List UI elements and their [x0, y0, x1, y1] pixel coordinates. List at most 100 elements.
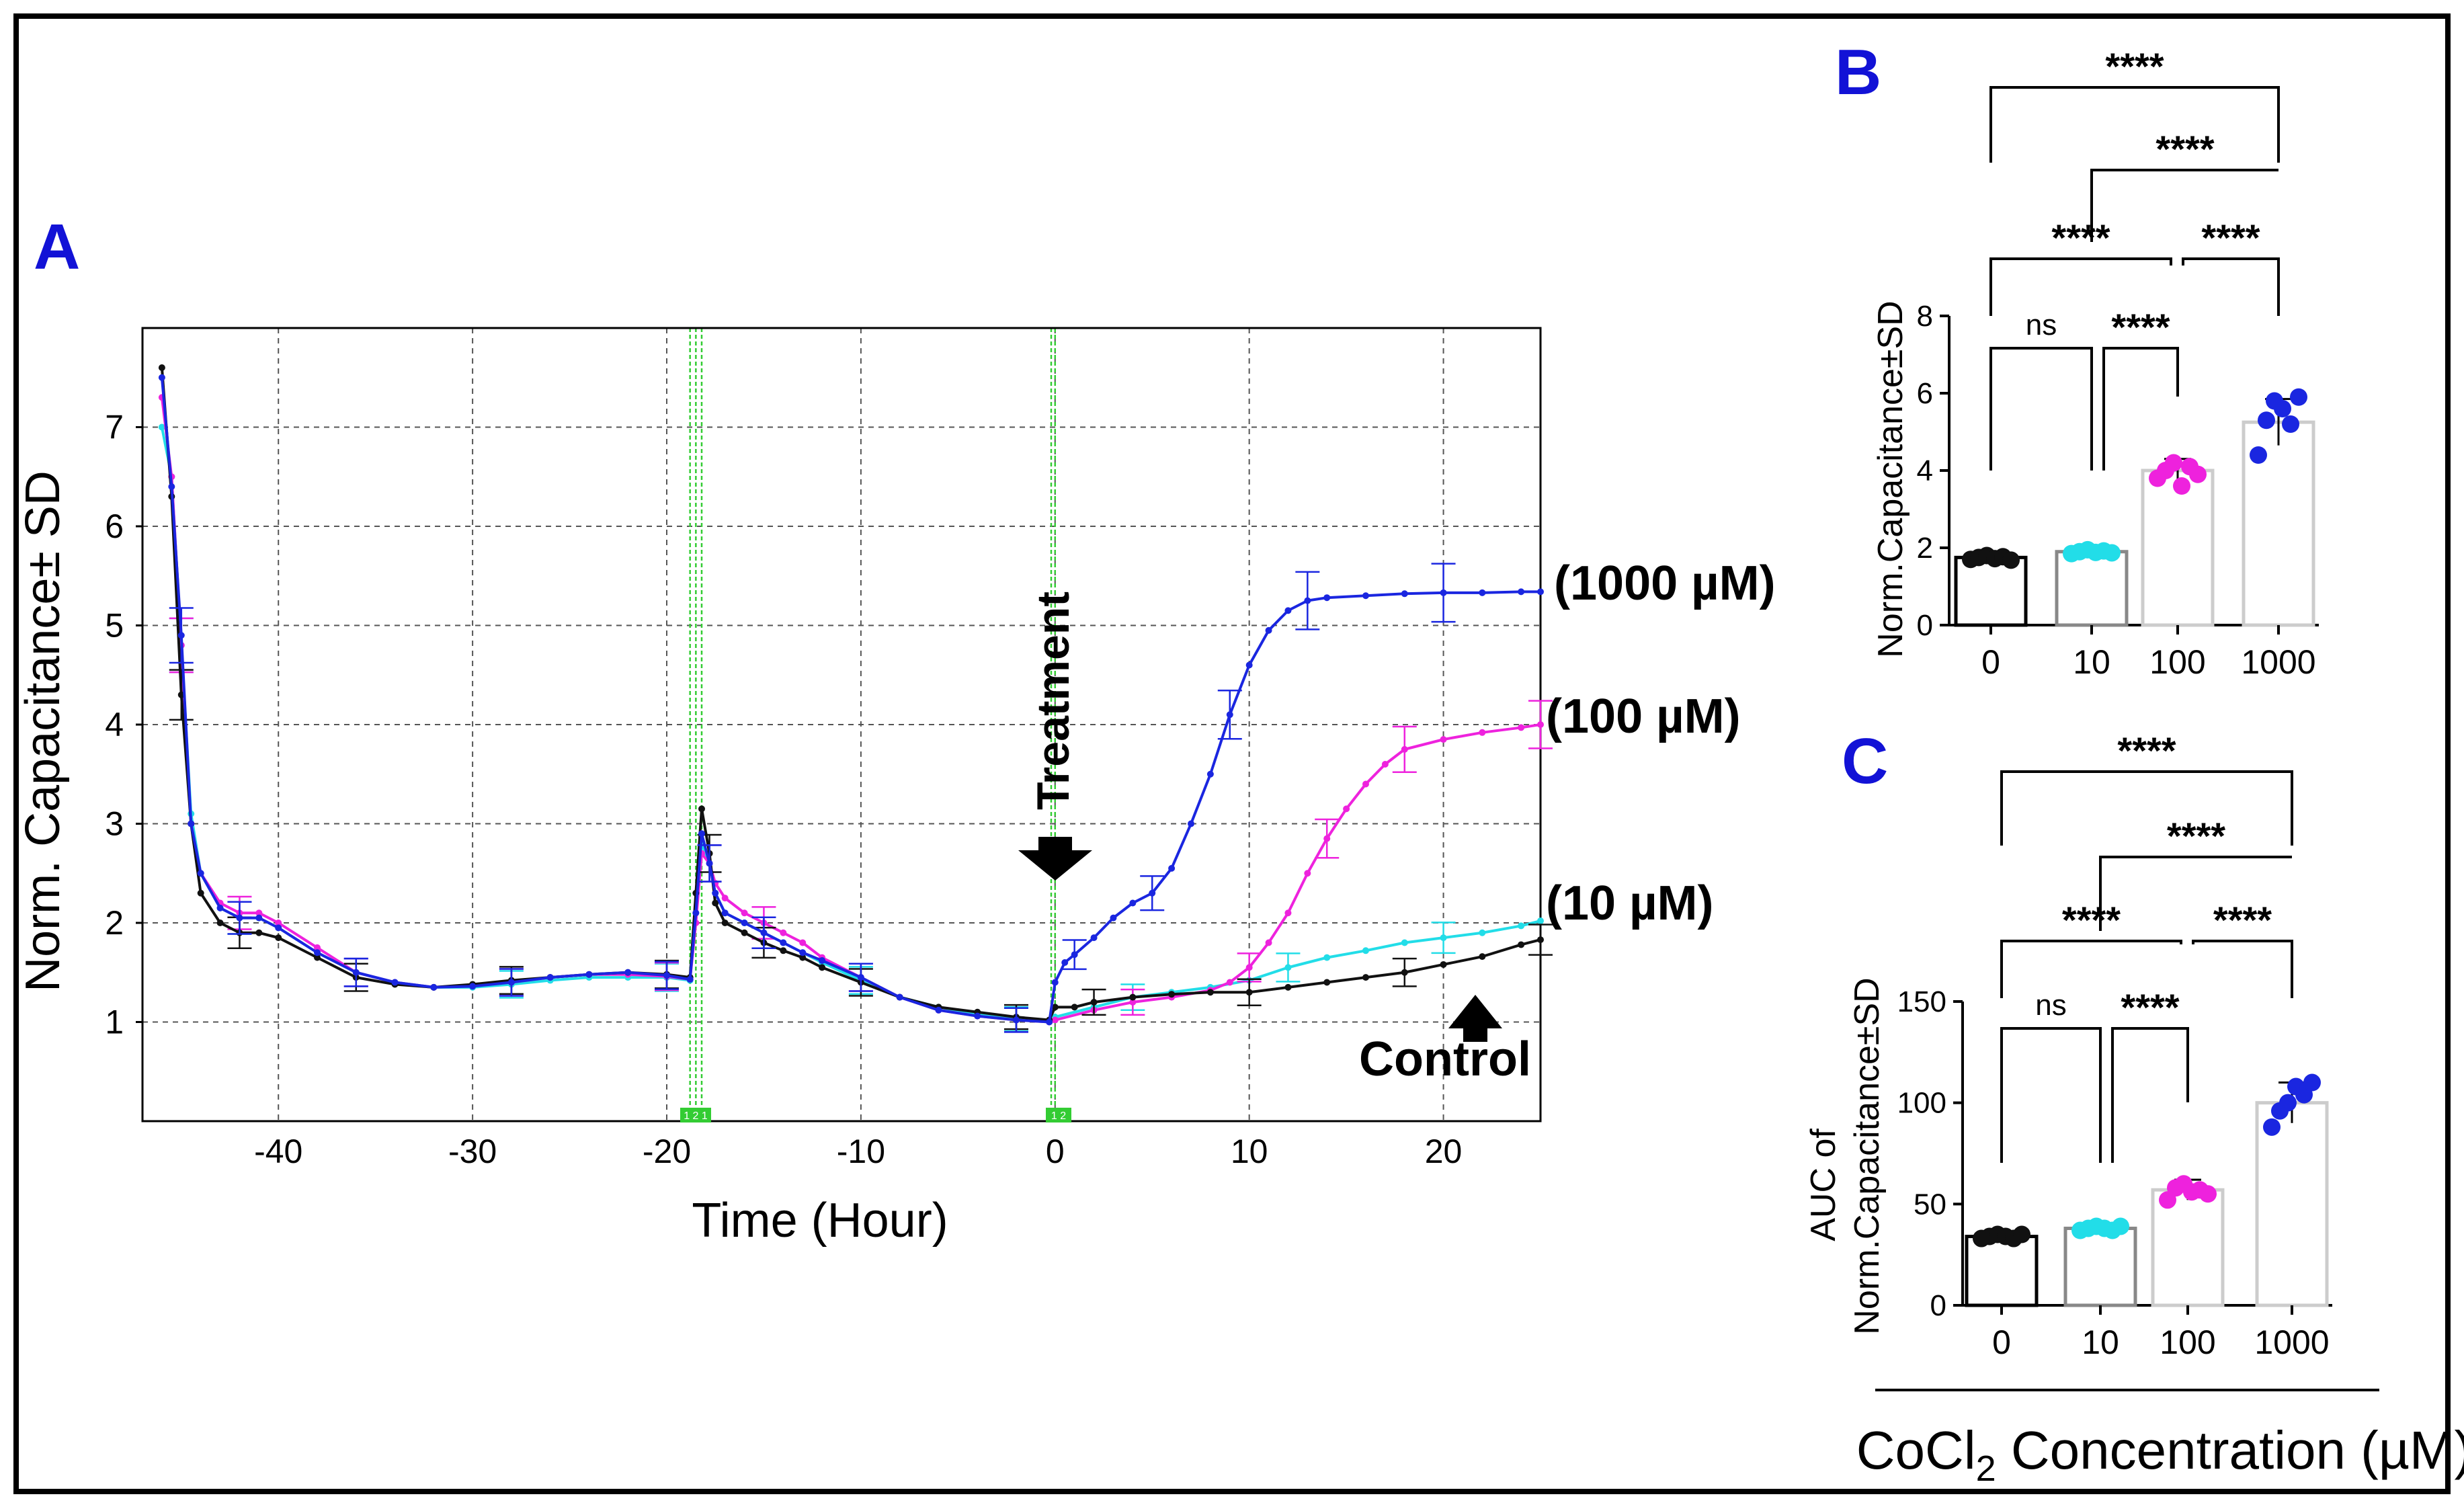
sig-label: **** [2062, 899, 2121, 941]
bar-x-tick-label: 0 [1992, 1323, 2011, 1361]
x-tick-label: -30 [448, 1133, 497, 1170]
series-point-control [1206, 989, 1214, 996]
label-1000uM: (1000 µM) [1554, 557, 1776, 610]
series-point-c1000 [1061, 959, 1069, 966]
series-point-c1000 [935, 1006, 942, 1014]
series-point-c1000 [1265, 626, 1272, 634]
sig-bracket [2099, 856, 2292, 931]
sig-bracket [1989, 257, 2172, 316]
series-point-control [1051, 1004, 1059, 1011]
x-tick-label: -40 [254, 1133, 302, 1170]
bar-point-1000 [2279, 1094, 2297, 1112]
series-point-control [1129, 993, 1137, 1001]
event-marker-1-text: 1 2 1 [684, 1110, 708, 1122]
series-point-c100 [1051, 1016, 1059, 1024]
panel-a-label: A [34, 211, 80, 283]
series-point-control [712, 899, 719, 907]
series-point-c1000 [188, 820, 195, 827]
panel-b-y-axis-title: Norm.Capacitance±SD [1871, 300, 1910, 657]
series-point-c100 [255, 909, 263, 917]
figure-frame [13, 13, 2451, 1494]
sig-label: **** [2213, 899, 2272, 941]
y-tick-label: 3 [105, 805, 124, 843]
event-marker-1: 1 2 1 [680, 1108, 711, 1122]
series-point-c100 [1440, 736, 1447, 743]
bar-point-1000 [2258, 411, 2275, 430]
series-point-c100 [1362, 780, 1369, 788]
panel-c-chart: 0 50 100 150 0 10 100 1000 **** **** **** **** ns ***… [1897, 729, 2332, 1361]
panel-a-x-axis-title: Time (Hour) [692, 1194, 948, 1248]
bar-point-100 [2165, 454, 2182, 472]
series-point-c100 [1284, 909, 1292, 917]
control-label: Control [1359, 1032, 1531, 1086]
sig-label: **** [2111, 306, 2170, 348]
bar-y-tick-label: 4 [1917, 454, 1933, 487]
shared-x-axis-title: CoCl2 Concentration (µM) [1856, 1420, 2464, 1489]
bar-10 [2055, 550, 2129, 627]
series-point-control [158, 364, 165, 371]
event-marker-2-text: 1 2 [1051, 1110, 1066, 1122]
series-point-c1000 [721, 909, 729, 917]
bar-0 [1965, 1235, 2039, 1307]
control-arrow [1448, 995, 1502, 1042]
series-point-c1000 [1323, 594, 1331, 602]
x-tick-label: 10 [1231, 1133, 1268, 1170]
series-point-c1000 [546, 974, 554, 981]
bar-x-tick-label: 0 [1981, 643, 2000, 681]
series-point-c100 [314, 944, 321, 951]
panel-a-grid [142, 328, 1541, 1121]
sig-label: **** [2155, 128, 2214, 170]
x-title-suffix: Concentration (µM) [1996, 1420, 2464, 1480]
y-tick-label: 7 [105, 409, 124, 446]
series-point-control [1168, 991, 1176, 998]
y-tick-label: 1 [105, 1004, 124, 1041]
series-point-c100 [721, 895, 729, 902]
bar-point-1000 [2274, 400, 2291, 417]
series-point-c100 [1304, 870, 1311, 877]
series-point-control [197, 889, 204, 897]
series-point-c1000 [974, 1012, 981, 1020]
y-tick-label: 4 [105, 706, 124, 743]
sig-bracket [1989, 347, 2093, 471]
sig-label: ns [2035, 989, 2066, 1022]
series-point-c100 [1381, 761, 1389, 768]
series-point-c1000 [712, 889, 719, 897]
series-point-c10 [1518, 922, 1525, 930]
series-point-control [1479, 953, 1486, 961]
sig-bracket [2090, 169, 2278, 242]
bar-x-tick-label: 10 [2073, 643, 2110, 681]
series-point-control [721, 920, 729, 926]
bar-point-1000 [2282, 415, 2299, 433]
series-point-c1000 [819, 957, 826, 965]
series-point-c1000 [741, 920, 748, 926]
series-point-control [698, 805, 705, 813]
series-point-c100 [1518, 724, 1525, 731]
bar-y-tick-label: 2 [1917, 532, 1933, 565]
bar-y-tick-label: 50 [1914, 1188, 1946, 1221]
bar-y-tick-label: 150 [1897, 985, 1946, 1018]
series-point-control [1440, 961, 1447, 968]
series-point-c1000 [275, 924, 282, 932]
series-line-c1000 [160, 377, 1541, 1024]
x-tick-label: 0 [1046, 1133, 1065, 1170]
bar-x-tick-label: 100 [2160, 1323, 2215, 1361]
bar-point-1000 [2263, 1118, 2281, 1136]
bar-point-1000 [2303, 1073, 2321, 1092]
panel-c-y-axis-title-line2: Norm.Capacitance±SD [1848, 977, 1887, 1334]
bar-point-100 [2199, 1185, 2217, 1203]
series-point-c10 [1479, 929, 1486, 936]
series-point-control [216, 920, 224, 926]
bar-y-tick-label: 0 [1917, 609, 1933, 642]
sig-label: ns [2026, 309, 2057, 341]
series-point-c100 [799, 939, 807, 946]
bar-point-0 [2013, 1225, 2030, 1243]
series-point-control [1284, 983, 1292, 991]
series-point-control [314, 954, 321, 961]
series-point-c1000 [158, 374, 165, 381]
series-point-c100 [1265, 939, 1272, 946]
sig-label: **** [2117, 729, 2176, 772]
bar-10 [2063, 1226, 2137, 1307]
